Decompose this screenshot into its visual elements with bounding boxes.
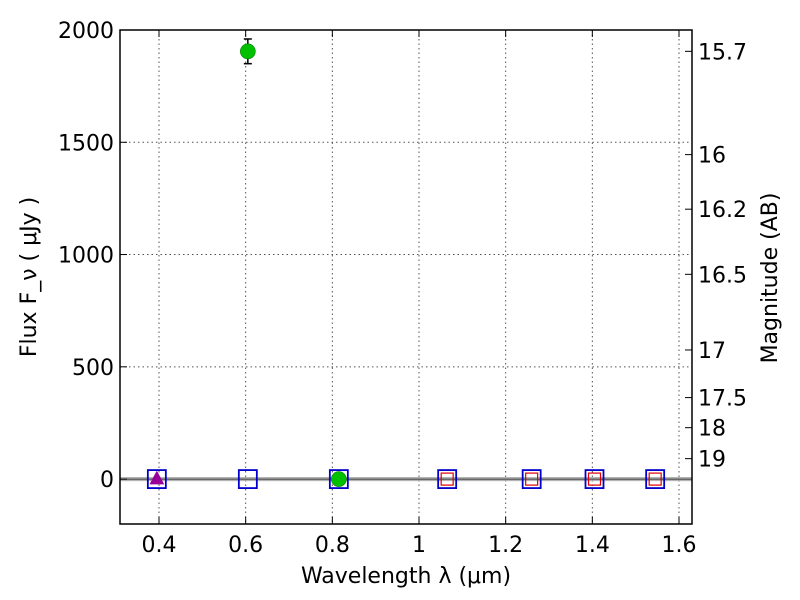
blue-square-marker bbox=[645, 469, 666, 489]
green-circle-marker bbox=[331, 471, 347, 487]
tick-labels: 0.4 0.6 0.8 1 1.2 1.4 1.6 0 500 1000 1500 2000 15.7 1… bbox=[58, 19, 747, 558]
x-tick-label: 1.6 bbox=[662, 533, 697, 558]
plot-frame bbox=[119, 29, 693, 525]
red-square-marker bbox=[587, 472, 602, 486]
data-marks bbox=[146, 38, 666, 489]
y-tick-label: 0 bbox=[100, 468, 114, 493]
red-square-marker bbox=[525, 472, 539, 486]
right-tick-label: 17 bbox=[698, 339, 726, 364]
blue-square-marker bbox=[237, 469, 258, 489]
triangle-marker bbox=[149, 470, 165, 485]
x-tick-label: 0.4 bbox=[142, 533, 177, 558]
right-tick-label: 15.7 bbox=[698, 40, 747, 65]
blue-square-marker bbox=[437, 469, 458, 489]
blue-square-marker bbox=[146, 469, 167, 489]
zero-line-layer bbox=[120, 477, 692, 482]
x-tick-label: 0.8 bbox=[315, 533, 350, 558]
x-tick-label: 0.6 bbox=[228, 533, 263, 558]
blue-square-marker bbox=[584, 469, 605, 489]
blue-square-marker bbox=[521, 469, 542, 489]
right-tick-label: 18 bbox=[698, 417, 726, 442]
y-axis-label: Flux F_ν ( μJy ) bbox=[17, 197, 42, 357]
y-tick-label: 2000 bbox=[58, 19, 114, 44]
right-tick-label: 16.5 bbox=[698, 263, 747, 288]
y-axis-right-label: Magnitude (AB) bbox=[758, 193, 783, 364]
x-tick-label: 1.4 bbox=[575, 533, 610, 558]
grid bbox=[120, 29, 692, 524]
blue-square-marker bbox=[328, 469, 349, 489]
x-axis-label: Wavelength λ (μm) bbox=[301, 564, 511, 589]
y-tick-label: 1500 bbox=[58, 131, 114, 156]
y-tick-label: 500 bbox=[72, 356, 114, 381]
x-tick-label: 1.2 bbox=[488, 533, 523, 558]
red-square-marker bbox=[648, 472, 662, 486]
green-circle-marker bbox=[240, 43, 256, 60]
right-tick-label: 19 bbox=[698, 448, 726, 473]
right-tick-label: 16.2 bbox=[698, 198, 747, 223]
x-tick-label: 1 bbox=[412, 533, 426, 558]
right-tick-label: 17.5 bbox=[698, 387, 747, 412]
ticks bbox=[120, 29, 692, 524]
red-square-marker bbox=[440, 472, 454, 486]
y-tick-label: 1000 bbox=[58, 244, 114, 269]
right-tick-label: 16 bbox=[698, 144, 726, 169]
